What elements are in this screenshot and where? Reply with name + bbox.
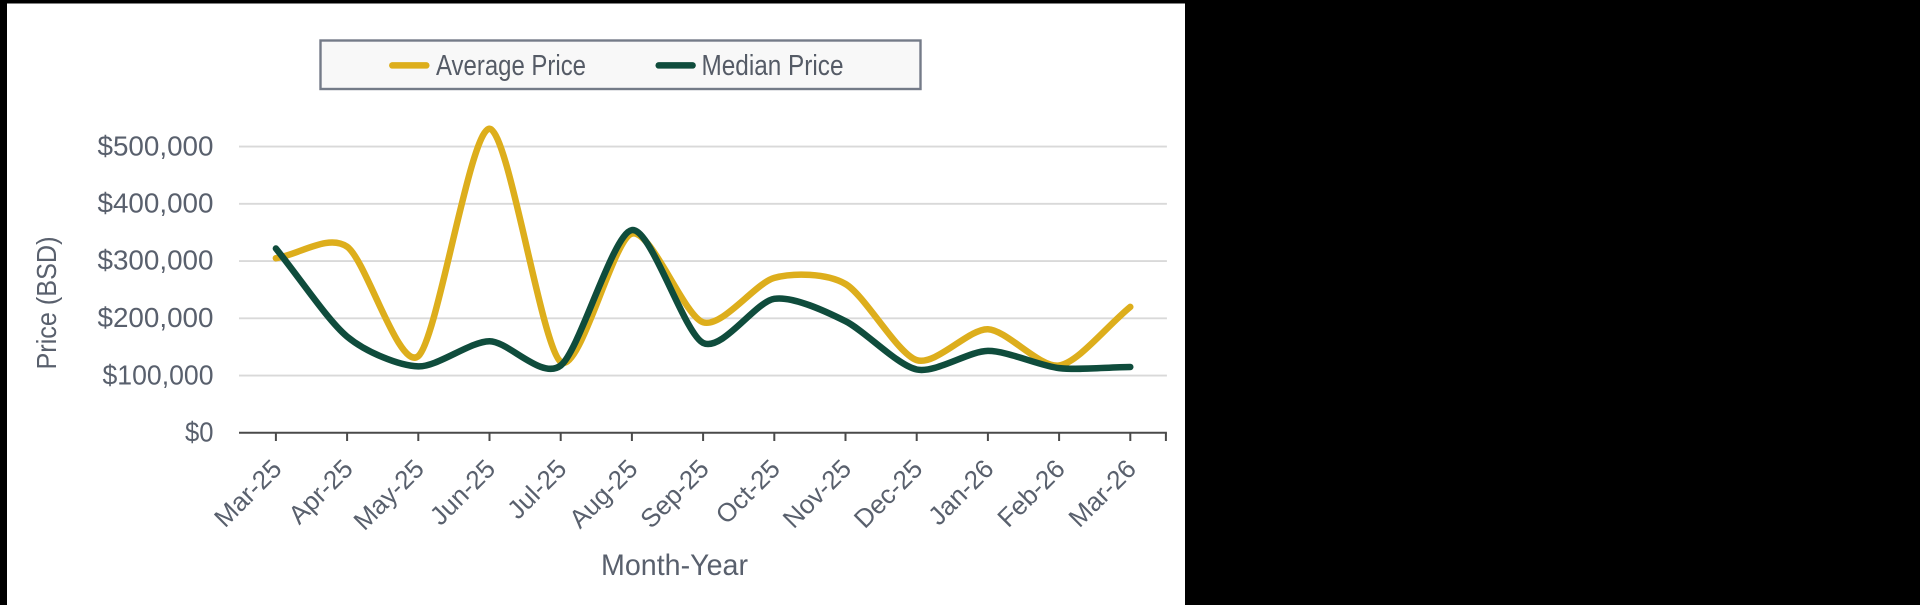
svg-text:$300,000: $300,000	[98, 245, 214, 276]
svg-text:Average Price: Average Price	[436, 50, 586, 82]
svg-text:$100,000: $100,000	[103, 359, 214, 390]
svg-text:$200,000: $200,000	[98, 302, 214, 333]
svg-text:$500,000: $500,000	[98, 130, 214, 161]
svg-text:Price (BSD): Price (BSD)	[31, 237, 62, 370]
svg-text:$0: $0	[185, 417, 214, 448]
svg-text:Median Price: Median Price	[702, 50, 844, 82]
svg-text:$400,000: $400,000	[98, 188, 214, 219]
svg-text:Month-Year: Month-Year	[601, 549, 748, 582]
